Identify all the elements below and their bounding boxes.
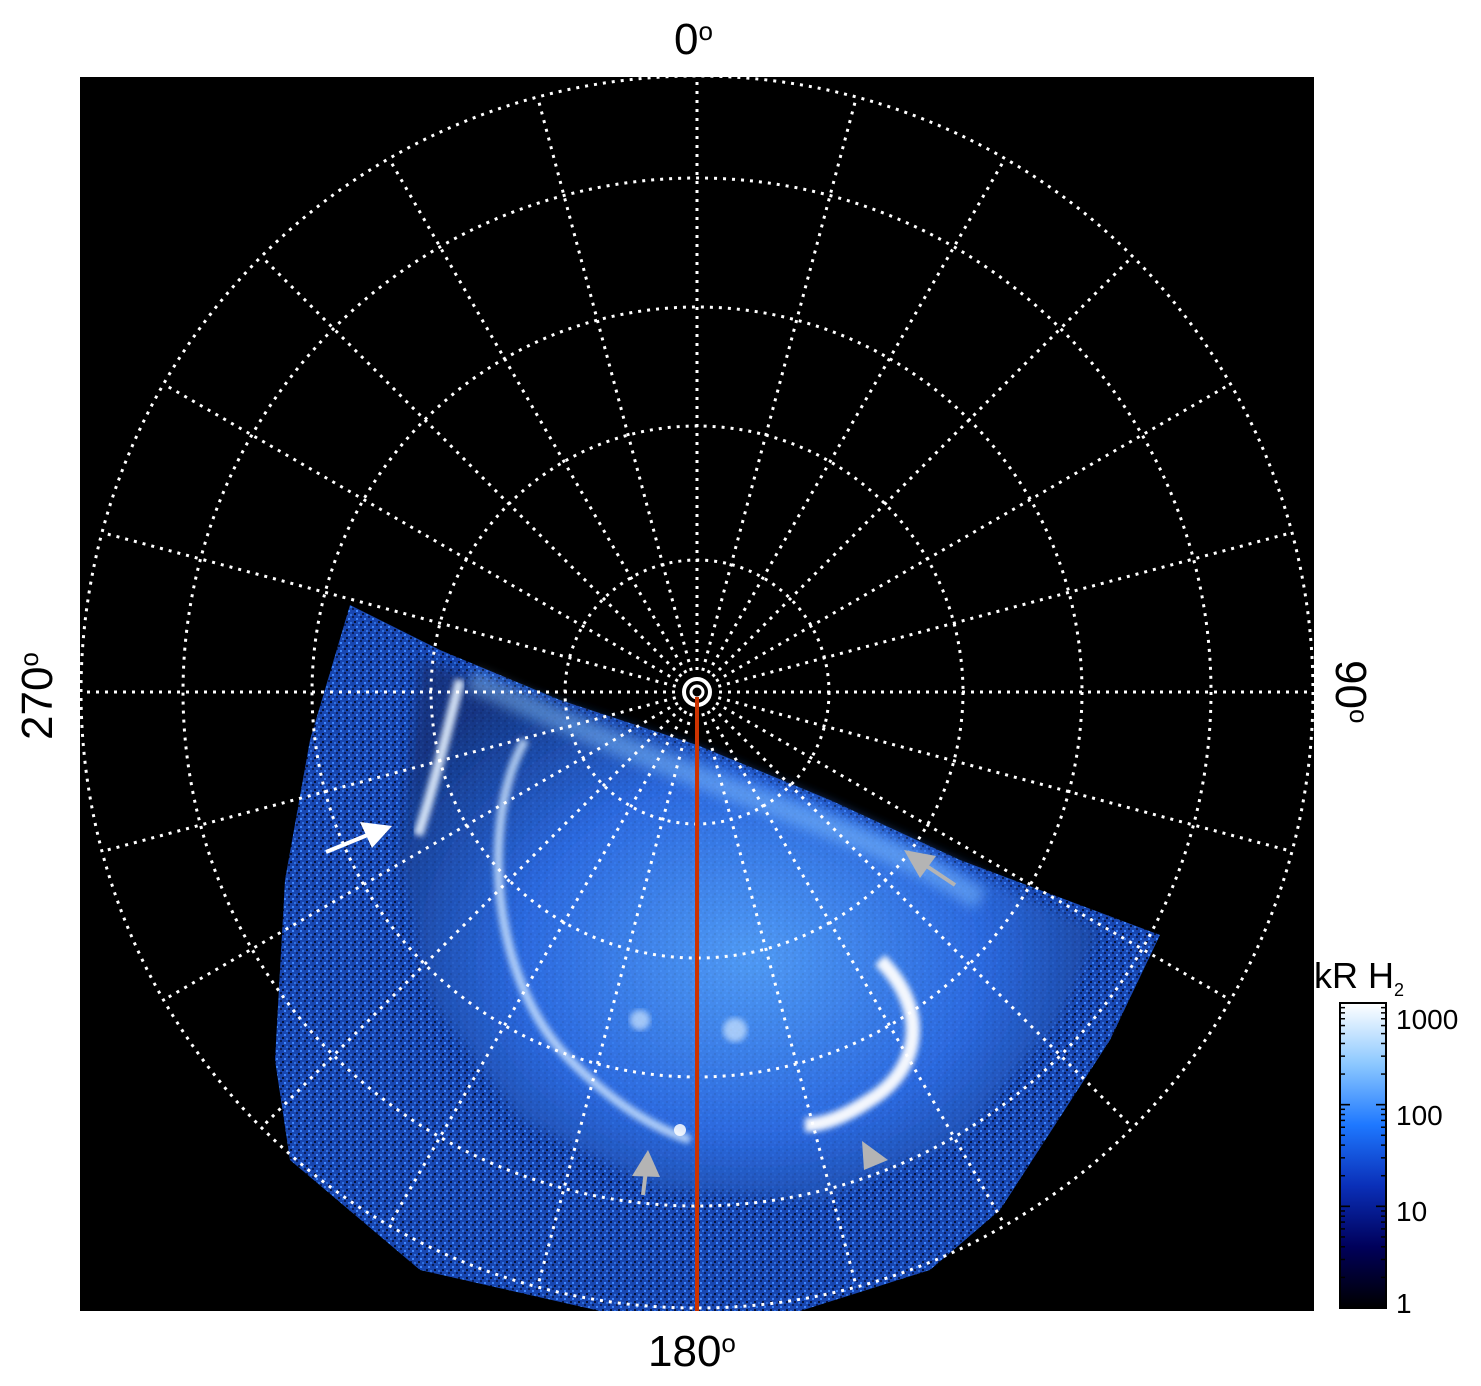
longitude-spoke [536,96,693,672]
longitude-spoke [717,696,1293,853]
colorbar-tick-label: 1 [1396,1288,1412,1319]
longitude-spoke [715,382,1232,683]
colorbar [1339,1002,1387,1309]
main-oval-left-arc [493,737,692,1145]
longitude-label-180: 180o [648,1327,736,1376]
longitude-spoke [701,96,858,672]
longitude-spoke [711,706,1134,1129]
outer-emission-streak [413,678,465,837]
colorbar-tick-label: 1000 [1396,1004,1459,1035]
colorbar-tick-label: 100 [1396,1100,1443,1131]
emission-spot [723,1018,747,1042]
longitude-spoke [706,710,1007,1227]
arrow-annotations [325,822,957,1196]
colorbar-title: kR H2 [1314,955,1405,1001]
longitude-spoke [536,712,693,1288]
longitude-spoke [717,531,1293,688]
main-oval-right-arc [804,955,920,1132]
longitude-spoke [260,706,683,1129]
longitude-spoke [162,382,679,683]
latitude-circle [79,74,1315,1310]
emission-spot [630,1010,650,1030]
longitude-spoke [711,255,1134,678]
gray-arrow-bottom-right [862,1141,888,1170]
latitude-circle [181,176,1213,1208]
longitude-label-270: 270o [13,652,62,740]
colorbar-tick-label: 10 [1396,1196,1428,1227]
longitude-spoke [101,531,677,688]
longitude-label-90: 90o [1326,660,1375,724]
longitude-label-0: 0o [674,15,713,64]
longitude-spoke [387,710,688,1227]
colorbar-ticks [1340,1002,1386,1309]
gray-arrow-right [904,850,957,887]
longitude-spoke [387,157,688,674]
longitude-spoke [101,696,677,853]
emission-spot [674,1124,686,1136]
longitude-spoke [706,157,1007,674]
longitude-spoke [715,701,1232,1002]
white-arrow [325,822,392,854]
longitude-spoke [701,712,858,1288]
longitude-spoke [260,255,683,678]
longitude-spoke [162,701,679,1002]
gray-arrow-bottom-center [632,1150,660,1196]
